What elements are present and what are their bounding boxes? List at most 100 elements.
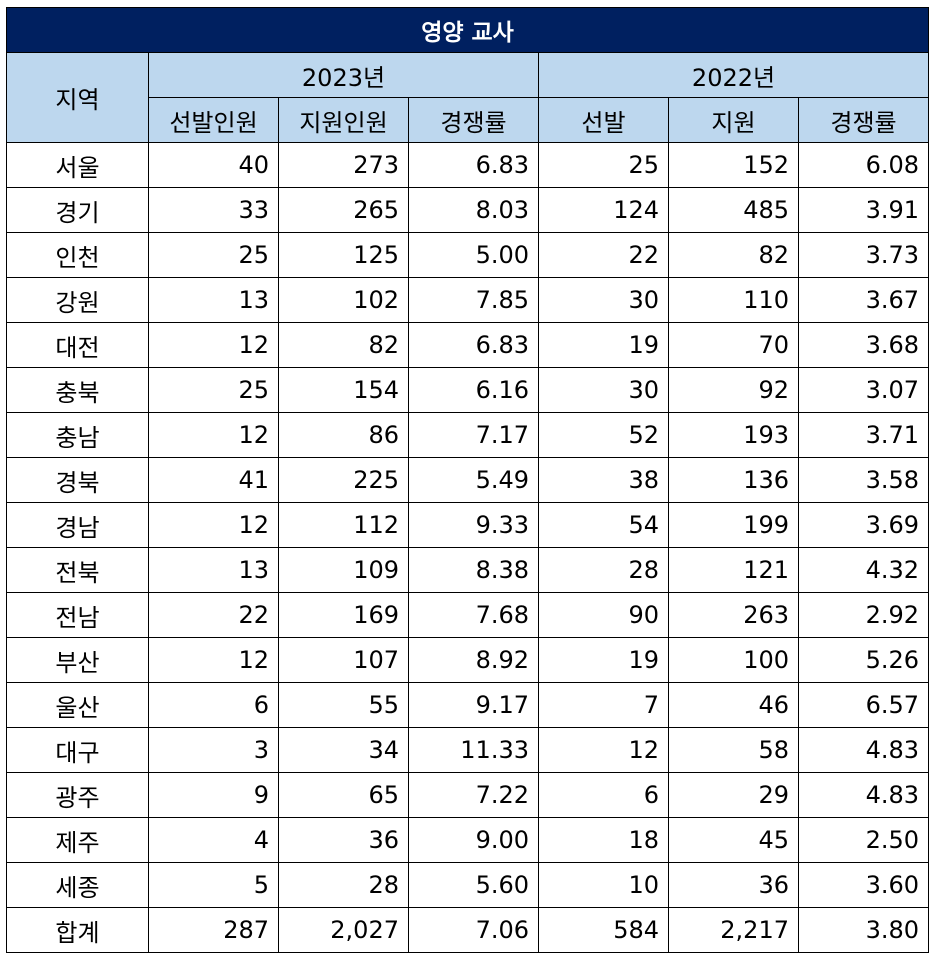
region-cell: 광주: [6, 772, 149, 818]
ratio-2022-cell: 3.07: [797, 367, 930, 413]
applicants-2022-cell: 36: [668, 862, 799, 908]
ratio-2023-cell: 7.22: [408, 772, 539, 818]
ratio-2022-cell: 6.57: [797, 682, 930, 728]
selected-2022-cell: 18: [538, 817, 669, 863]
table-row: 울산 6 55 9.17 7 46 6.57: [6, 682, 930, 728]
applicants-2023-cell: 34: [278, 727, 409, 773]
applicants-2023-cell: 107: [278, 637, 409, 683]
selected-2023-cell: 13: [148, 547, 279, 593]
table-row: 전북 13 109 8.38 28 121 4.32: [6, 547, 930, 593]
selected-2023-cell: 12: [148, 502, 279, 548]
selected-2022-cell: 52: [538, 412, 669, 458]
selected-2023-cell: 33: [148, 187, 279, 233]
ratio-2022-cell: 2.92: [797, 592, 930, 638]
region-cell: 경남: [6, 502, 149, 548]
applicants-2022-cell: 70: [668, 322, 799, 368]
selected-2022-cell: 124: [538, 187, 669, 233]
applicants-2023-cell: 102: [278, 277, 409, 323]
selected-2023-cell: 25: [148, 232, 279, 278]
ratio-2023-cell: 7.17: [408, 412, 539, 458]
selected-2022-cell: 38: [538, 457, 669, 503]
region-cell: 경기: [6, 187, 149, 233]
applicants-2022-cell: 82: [668, 232, 799, 278]
total-selected-2023-cell: 287: [148, 907, 279, 953]
applicants-2023-cell: 82: [278, 322, 409, 368]
applicants-2023-cell: 55: [278, 682, 409, 728]
applicants-2023-cell: 65: [278, 772, 409, 818]
region-cell: 부산: [6, 637, 149, 683]
header-selected-2022: 선발: [538, 97, 669, 143]
table-row: 경북 41 225 5.49 38 136 3.58: [6, 457, 930, 503]
year-2022-header: 2022년: [537, 52, 930, 98]
selected-2023-cell: 41: [148, 457, 279, 503]
selected-2023-cell: 12: [148, 412, 279, 458]
total-row: 합계 287 2,027 7.06 584 2,217 3.80: [6, 907, 930, 953]
selected-2022-cell: 30: [538, 277, 669, 323]
ratio-2023-cell: 9.17: [408, 682, 539, 728]
table-row: 광주 9 65 7.22 6 29 4.83: [6, 772, 930, 818]
ratio-2023-cell: 6.16: [408, 367, 539, 413]
selected-2023-cell: 6: [148, 682, 279, 728]
selected-2023-cell: 13: [148, 277, 279, 323]
region-cell: 세종: [6, 862, 149, 908]
region-cell: 울산: [6, 682, 149, 728]
applicants-2022-cell: 136: [668, 457, 799, 503]
region-cell: 경북: [6, 457, 149, 503]
ratio-2022-cell: 4.32: [797, 547, 930, 593]
region-cell: 서울: [6, 142, 149, 188]
year-header-row: 지역 2023년 2022년: [6, 52, 930, 143]
ratio-2023-cell: 9.00: [408, 817, 539, 863]
applicants-2023-cell: 36: [278, 817, 409, 863]
total-label-cell: 합계: [6, 907, 149, 953]
region-cell: 대구: [6, 727, 149, 773]
table-title: 영양 교사: [5, 7, 930, 53]
ratio-2023-cell: 8.92: [408, 637, 539, 683]
ratio-2023-cell: 7.68: [408, 592, 539, 638]
sub-header-row: 선발인원 지원인원 경쟁률 선발 지원 경쟁률: [7, 97, 930, 143]
ratio-2023-cell: 5.00: [408, 232, 539, 278]
ratio-2022-cell: 4.83: [797, 727, 930, 773]
ratio-2022-cell: 3.91: [797, 187, 930, 233]
table-row: 충북 25 154 6.16 30 92 3.07: [6, 367, 930, 413]
selected-2023-cell: 25: [148, 367, 279, 413]
spreadsheet-table-container: 영양 교사 지역 2023년 2022년 선발인원 지원인원 경쟁률 선발 지원…: [5, 7, 930, 953]
selected-2022-cell: 90: [538, 592, 669, 638]
region-header: 지역: [6, 52, 149, 143]
table-row: 대전 12 82 6.83 19 70 3.68: [6, 322, 930, 368]
ratio-2022-cell: 3.68: [797, 322, 930, 368]
applicants-2022-cell: 193: [668, 412, 799, 458]
selected-2022-cell: 7: [538, 682, 669, 728]
ratio-2022-cell: 3.71: [797, 412, 930, 458]
applicants-2023-cell: 28: [278, 862, 409, 908]
selected-2022-cell: 19: [538, 322, 669, 368]
region-cell: 전남: [6, 592, 149, 638]
applicants-2023-cell: 225: [278, 457, 409, 503]
nutrition-teacher-table: 영양 교사 지역 2023년 2022년 선발인원 지원인원 경쟁률 선발 지원…: [5, 7, 930, 953]
ratio-2022-cell: 3.60: [797, 862, 930, 908]
selected-2023-cell: 5: [148, 862, 279, 908]
selected-2022-cell: 25: [538, 142, 669, 188]
ratio-2023-cell: 11.33: [408, 727, 539, 773]
total-ratio-2023-cell: 7.06: [408, 907, 539, 953]
applicants-2022-cell: 100: [668, 637, 799, 683]
applicants-2023-cell: 265: [278, 187, 409, 233]
table-body: 서울 40 273 6.83 25 152 6.08 경기 33 265 8.0…: [6, 142, 930, 953]
header-ratio-2023: 경쟁률: [408, 97, 539, 143]
applicants-2022-cell: 58: [668, 727, 799, 773]
total-applicants-2023-cell: 2,027: [278, 907, 409, 953]
table-row: 제주 4 36 9.00 18 45 2.50: [6, 817, 930, 863]
applicants-2022-cell: 46: [668, 682, 799, 728]
applicants-2022-cell: 45: [668, 817, 799, 863]
applicants-2023-cell: 109: [278, 547, 409, 593]
total-applicants-2022-cell: 2,217: [668, 907, 799, 953]
selected-2022-cell: 12: [538, 727, 669, 773]
ratio-2022-cell: 6.08: [797, 142, 930, 188]
applicants-2023-cell: 112: [278, 502, 409, 548]
applicants-2023-cell: 169: [278, 592, 409, 638]
table-row: 경남 12 112 9.33 54 199 3.69: [6, 502, 930, 548]
ratio-2022-cell: 3.58: [797, 457, 930, 503]
ratio-2022-cell: 3.73: [797, 232, 930, 278]
selected-2023-cell: 22: [148, 592, 279, 638]
year-2023-header: 2023년: [148, 52, 539, 98]
applicants-2023-cell: 273: [278, 142, 409, 188]
